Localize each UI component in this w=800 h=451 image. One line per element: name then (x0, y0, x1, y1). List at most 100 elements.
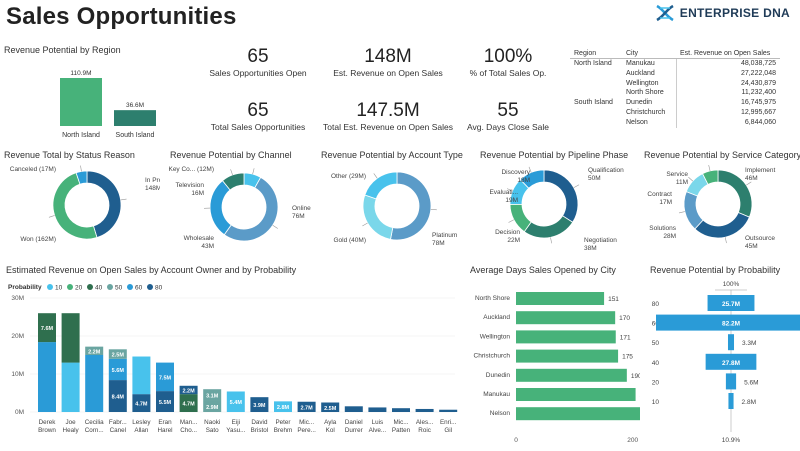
x-tick-label: Naoki Sato (204, 419, 220, 434)
funnel-bar[interactable] (656, 314, 800, 331)
stacked-bar-segment[interactable] (392, 408, 410, 412)
donut-slice[interactable] (75, 170, 88, 185)
stacked-bar-segment[interactable] (132, 394, 151, 412)
matrix-header[interactable]: City (622, 50, 676, 59)
stacked-bar-segment[interactable] (321, 402, 340, 413)
stacked-bar-segment[interactable] (85, 346, 104, 355)
stacked-bar-segment[interactable] (132, 356, 151, 395)
table-row[interactable]: South Island Dunedin 16,745,975 (570, 98, 780, 108)
stacked-bar-segment[interactable] (179, 385, 198, 395)
slice-label: Gold (40M) (333, 237, 366, 244)
region-bar[interactable] (60, 78, 102, 126)
kpi-label: Avg. Days Close Sale (466, 122, 550, 132)
legend-swatch[interactable] (67, 284, 73, 290)
slice-label: Canceled (17M) (10, 166, 56, 173)
table-row[interactable]: Nelson 6,844,060 (570, 117, 780, 128)
stacked-bar-segment[interactable] (250, 397, 269, 412)
value-cell: 16,745,975 (675, 98, 780, 108)
segment-label: 8.4M (112, 395, 125, 401)
table-row[interactable]: Christchurch 12,995,667 (570, 107, 780, 118)
region-bar[interactable] (114, 110, 156, 126)
bar-value-label: 151 (608, 296, 619, 303)
stacked-bar-segment[interactable] (439, 409, 458, 412)
donut-slice[interactable] (523, 215, 574, 239)
funnel-bar[interactable] (727, 334, 735, 351)
stacked-bar-segment[interactable] (203, 400, 222, 412)
legend-swatch[interactable] (147, 284, 153, 290)
legend-swatch[interactable] (107, 284, 113, 290)
donut-slice[interactable] (364, 171, 398, 200)
table-row[interactable]: North Shore 11,232,400 (570, 88, 780, 99)
stacked-bar-segment[interactable] (38, 313, 56, 343)
legend-swatch[interactable] (87, 284, 93, 290)
city-days-bar-chart[interactable]: North Shore 151 Auckland 170 Wellington 171 Ch… (462, 278, 640, 448)
stacked-bar-segment[interactable] (108, 380, 127, 412)
donut-slice[interactable] (694, 211, 750, 239)
funnel-bar[interactable] (707, 295, 755, 311)
city-bar[interactable] (516, 407, 640, 421)
stacked-bar-segment[interactable] (226, 391, 245, 412)
pipeline-donut-chart[interactable]: Qualification 50M Negotiation 38M Decision 22… (480, 160, 640, 260)
stacked-bar-segment[interactable] (38, 342, 56, 412)
city-bar[interactable] (516, 388, 636, 401)
city-label: Christchurch (474, 353, 511, 360)
stacked-bar-segment[interactable] (297, 401, 316, 412)
city-bar[interactable] (516, 311, 616, 325)
stacked-bar-segment[interactable] (274, 401, 292, 412)
city-bar[interactable] (516, 368, 627, 382)
donut-slice[interactable] (683, 191, 704, 230)
donut-slice[interactable] (543, 169, 579, 223)
table-row[interactable]: Wellington 24,430,879 (570, 78, 780, 89)
channel-donut-chart[interactable]: Key Co... (12M) Online 76M Wholesale 43M Tele… (160, 160, 320, 260)
donut-slice[interactable] (362, 194, 394, 240)
bar-value-label: 170 (619, 315, 630, 322)
segment-label: 7.6M (41, 326, 54, 332)
matrix-header-row: Region City Est. Revenue on Open Sales (570, 50, 780, 59)
city-bar[interactable] (516, 330, 616, 344)
table-row[interactable]: Auckland 27,222,048 (570, 68, 780, 79)
stacked-bar-segment[interactable] (415, 408, 434, 412)
stacked-bar-segment[interactable] (156, 362, 174, 392)
stacked-bar-segment[interactable] (368, 407, 387, 412)
donut-slice[interactable] (390, 171, 432, 241)
stacked-bar-segment[interactable] (85, 355, 104, 412)
stacked-bar-segment[interactable] (344, 406, 363, 412)
kpi-value: 65 (247, 46, 269, 67)
stacked-bar-segment[interactable] (108, 358, 127, 381)
leader-line (508, 219, 514, 223)
donut-slice[interactable] (519, 169, 545, 189)
donut-slice[interactable] (221, 172, 245, 191)
donut-slice[interactable] (702, 169, 719, 185)
city-bar[interactable] (516, 349, 619, 363)
stacked-bar-segment[interactable] (179, 394, 198, 412)
funnel-bar[interactable] (725, 373, 737, 390)
segment-label: 3.1M (206, 394, 219, 400)
account-type-donut-chart[interactable]: Platinum 78M Gold (40M) Other (29M) (320, 160, 480, 260)
probability-funnel-chart[interactable]: 100% 80 25.7M 60 82.2M 50 3.3M 40 27.8M 20 5.6M 10 2… (645, 276, 800, 448)
stacked-bar-segment[interactable] (61, 313, 80, 363)
donut-slice[interactable] (209, 180, 232, 236)
region-city-matrix[interactable]: Region City Est. Revenue on Open Sales N… (570, 50, 780, 128)
matrix-header[interactable]: Region (570, 50, 622, 59)
table-row[interactable]: North Island Manukau 48,038,725 (570, 58, 780, 69)
legend-swatch[interactable] (47, 284, 53, 290)
kpi-label: Total Sales Opportunities (210, 122, 306, 132)
stacked-bar-segment[interactable] (61, 362, 80, 412)
matrix-header[interactable]: Est. Revenue on Open Sales (676, 50, 780, 59)
funnel-bar[interactable] (705, 353, 757, 370)
slice-label: Negotiation 38M (584, 237, 617, 252)
region-cell (570, 69, 622, 79)
city-label: Dunedin (486, 372, 511, 379)
owner-stacked-bar-chart[interactable]: Probability 10 20 40 50 60 80 0M 10M 20M 30M 7.6M De… (0, 278, 460, 448)
funnel-bar[interactable] (728, 393, 734, 409)
stacked-bar-segment[interactable] (156, 391, 174, 412)
slice-label: Online 76M (292, 205, 311, 220)
legend-swatch[interactable] (127, 284, 133, 290)
stacked-bar-segment[interactable] (108, 349, 127, 359)
service-donut-chart[interactable]: Implement 46M Outsource 45M Solutions 28M Cont… (640, 160, 800, 260)
status-donut-chart[interactable]: In Progress148M Won (162M) Canceled (17M) (0, 160, 160, 260)
stacked-bar-segment[interactable] (203, 389, 222, 401)
city-bar[interactable] (516, 292, 605, 305)
funnel-category-label: 20 (652, 379, 660, 386)
region-bar-chart[interactable]: 110.9M North Island 36.6M South Island (30, 58, 180, 144)
